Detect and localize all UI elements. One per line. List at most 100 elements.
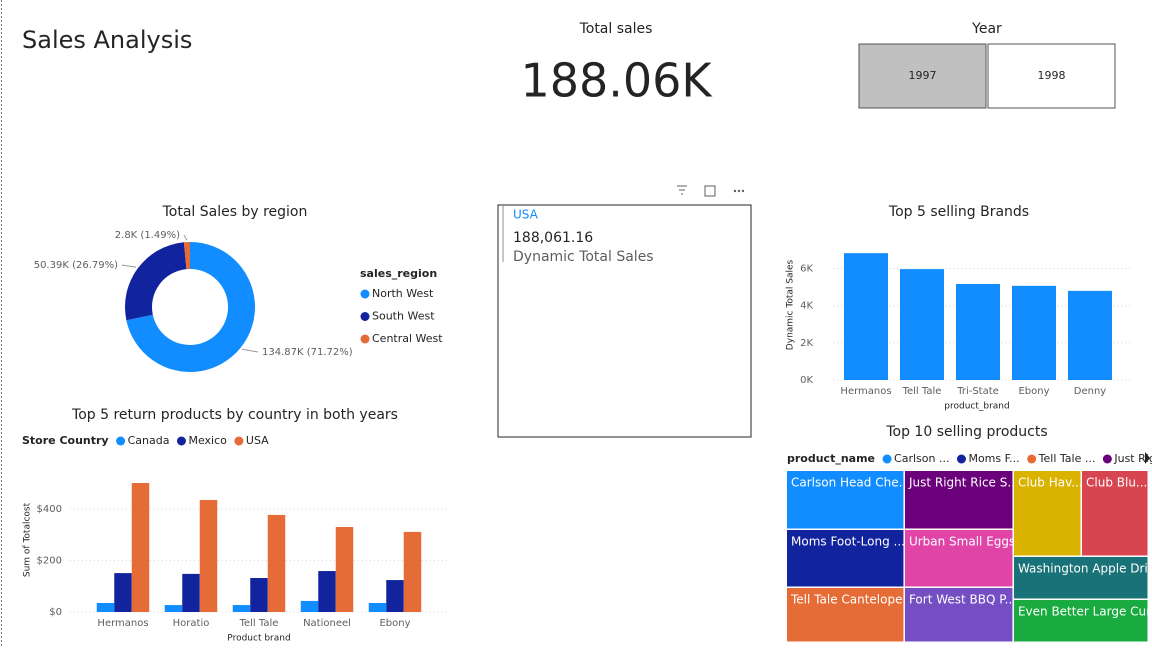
bar <box>1012 285 1056 380</box>
bar <box>250 578 268 612</box>
bar <box>164 605 183 612</box>
legend-label: Tell Tale ... <box>1038 452 1096 465</box>
leader-line <box>183 234 188 241</box>
tile-label: Urban Small Eggs <box>909 534 1015 548</box>
legend-marker <box>956 454 966 464</box>
slicer-option-label: 1997 <box>909 69 937 82</box>
legend-marker <box>360 289 370 299</box>
multirow-card <box>497 204 752 438</box>
tile-label: Even Better Large Cur... <box>1018 604 1152 618</box>
legend-label: Carlson ... <box>894 452 949 465</box>
x-axis-title: Product brand <box>227 634 290 644</box>
treemap-tile[interactable] <box>1013 599 1148 642</box>
bar <box>403 531 422 612</box>
bar <box>300 600 319 612</box>
legend-label: Moms F... <box>968 452 1019 465</box>
legend-marker <box>882 454 892 464</box>
y-tick-label: $0 <box>49 607 62 618</box>
x-axis-title: product_brand <box>944 402 1009 412</box>
focus-icon[interactable] <box>704 185 716 197</box>
x-tick-label: Tell Tale <box>902 386 942 397</box>
card-number: 188,061.16 <box>513 230 593 246</box>
y-tick-label: $200 <box>37 556 62 567</box>
tile-label: Tell Tale Cantelope <box>790 592 903 606</box>
donut-slice <box>125 242 187 321</box>
more-icon[interactable] <box>733 189 745 193</box>
tile-label: Fort West BBQ P... <box>909 592 1016 606</box>
chart-title: Top 5 return products by country in both… <box>71 407 398 423</box>
treemap-tile[interactable] <box>904 529 1013 587</box>
legend-marker <box>360 312 370 321</box>
y-tick-label: $400 <box>37 504 62 515</box>
x-tick-label: Nationeel <box>303 618 351 629</box>
tile-label: Moms Foot-Long ... <box>791 535 905 549</box>
filter-icon[interactable] <box>677 185 687 195</box>
bar <box>232 605 251 612</box>
x-tick-label: Tri-State <box>956 386 999 397</box>
tile-label: Just Right Rice S... <box>908 476 1019 490</box>
legend-label: Canada <box>128 434 170 447</box>
legend-label: Mexico <box>188 434 227 447</box>
legend-label: North West <box>372 287 434 300</box>
treemap-tile[interactable] <box>787 530 904 587</box>
legend-title: sales_region <box>360 267 437 280</box>
legend-scroll[interactable] <box>1145 452 1150 464</box>
chart-title: Total Sales by region <box>162 204 308 220</box>
chart-title: Top 10 selling products <box>885 424 1047 440</box>
leader-line <box>121 264 137 268</box>
treemap-tile[interactable] <box>904 587 1013 642</box>
x-tick-label: Ebony <box>379 618 410 629</box>
donut-slice <box>126 242 256 372</box>
treemap-tile[interactable] <box>787 471 904 529</box>
legend-marker <box>1027 454 1037 464</box>
tile-label: Washington Apple Dri... <box>1018 561 1152 575</box>
tile-label: Club Hav... <box>1018 476 1083 490</box>
bar <box>335 527 354 612</box>
donut-slice <box>183 242 190 270</box>
card-value: 188.06K <box>520 54 713 108</box>
x-tick-label: Hermanos <box>840 386 891 397</box>
data-label: 134.87K (71.72%) <box>262 347 353 358</box>
card-caption: Dynamic Total Sales <box>513 249 654 265</box>
y-tick-label: 2K <box>800 338 813 349</box>
visual-header <box>677 185 745 197</box>
treemap-tile[interactable] <box>1013 556 1148 599</box>
leader-line <box>241 348 259 353</box>
slicer-title: Year <box>971 21 1002 37</box>
chart-title: Top 5 selling Brands <box>888 204 1029 220</box>
bar <box>199 499 218 612</box>
x-tick-label: Tell Tale <box>239 618 279 629</box>
bar <box>96 602 115 612</box>
x-tick-label: Hermanos <box>97 618 148 629</box>
tile-label: Carlson Head Che... <box>791 476 910 490</box>
slicer-option[interactable] <box>858 43 987 109</box>
data-label: 50.39K (26.79%) <box>34 260 118 271</box>
slicer-option-label: 1998 <box>1038 69 1066 82</box>
slicer-option[interactable] <box>987 43 1116 109</box>
treemap-tile[interactable] <box>1082 471 1148 556</box>
tile-label: Club Blu... <box>1086 476 1147 490</box>
bar <box>182 573 200 612</box>
legend-marker <box>176 436 186 446</box>
y-tick-label: 0K <box>800 375 813 386</box>
year-slicer: 1997 1998 <box>858 43 1116 109</box>
card-label: Total sales <box>579 21 653 37</box>
legend-label: Central West <box>372 332 443 345</box>
bar <box>844 253 888 380</box>
treemap-tile[interactable] <box>904 471 1013 529</box>
treemap-tile[interactable] <box>787 587 904 642</box>
legend-marker <box>360 334 370 344</box>
legend-title: Store Country <box>22 434 109 447</box>
x-tick-label: Ebony <box>1018 386 1049 397</box>
y-tick-label: 6K <box>800 264 813 275</box>
x-tick-label: Denny <box>1074 386 1107 397</box>
report-title: Sales Analysis <box>22 26 192 54</box>
card-country: USA <box>513 208 539 222</box>
legend-label: Just Rig... <box>1113 452 1152 465</box>
x-tick-label: Horatio <box>173 618 210 629</box>
bar <box>386 580 404 612</box>
treemap-tile[interactable] <box>1013 471 1081 556</box>
bar <box>267 514 286 612</box>
